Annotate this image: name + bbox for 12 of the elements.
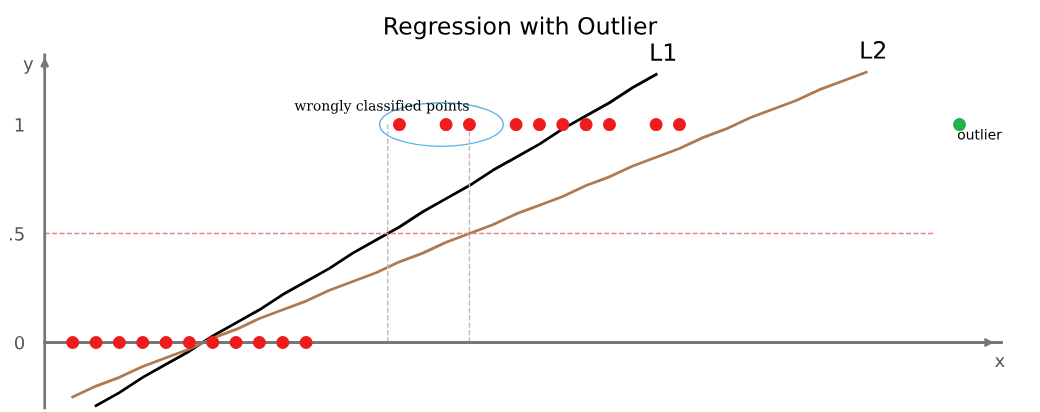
chart-title: Regression with Outlier [385, 16, 658, 40]
line-series [94, 73, 658, 408]
series-label: L1 [651, 43, 676, 61]
annotation: wrongly classified points [294, 100, 469, 114]
x-axis-title: x [995, 357, 1005, 368]
y-tick-label: 1 [15, 118, 24, 132]
series-label: L2 [861, 41, 885, 59]
y-axis-title: y [23, 60, 34, 74]
series-label: outlier [957, 128, 1002, 140]
line-series [71, 70, 868, 399]
y-tick-label: .5 [9, 227, 24, 241]
y-tick-label: 0 [14, 335, 25, 350]
